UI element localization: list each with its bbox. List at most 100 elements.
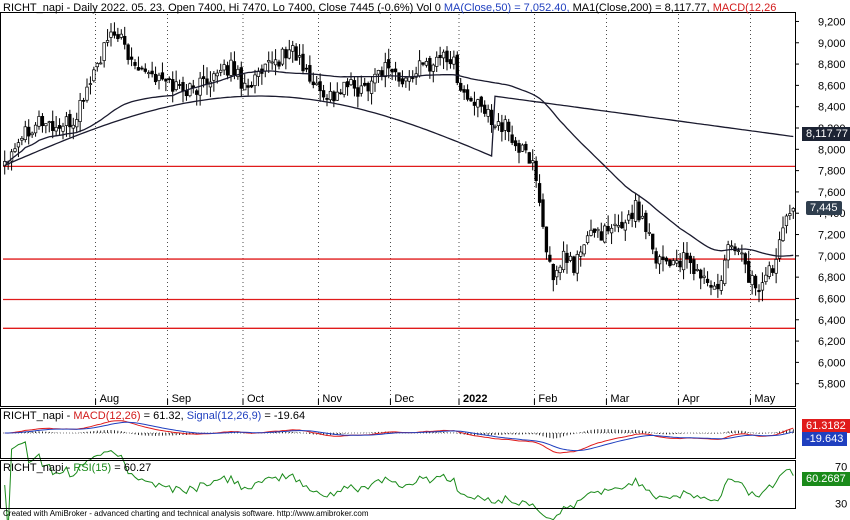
candle-body: [249, 84, 254, 88]
candle-body: [44, 123, 48, 127]
candle-body: [496, 121, 501, 127]
candle-body: [503, 119, 507, 131]
y-tick-label: 7,000: [818, 251, 846, 263]
candle-body: [181, 82, 185, 92]
candle-body: [537, 183, 542, 203]
candle-body: [277, 61, 281, 67]
candle-body: [445, 50, 449, 63]
y-tick-label: 8,000: [818, 144, 846, 156]
footer-credit: Created with AmiBroker - advanced charti…: [3, 509, 369, 518]
candle-body: [565, 252, 569, 263]
macd-panel: [3, 420, 795, 454]
candle-body: [774, 259, 778, 274]
candle-body: [572, 256, 576, 273]
candle-body: [729, 245, 734, 248]
candle-body: [784, 215, 789, 227]
y-tick-label: 7,200: [818, 230, 846, 242]
candle-body: [582, 244, 586, 255]
candle-body: [771, 268, 775, 273]
candle-body: [791, 208, 795, 212]
rsi-tick-label: 70: [835, 462, 847, 474]
candle-body: [616, 225, 621, 228]
candle-body: [541, 199, 545, 227]
candle-body: [609, 227, 614, 234]
candle-body: [369, 80, 374, 94]
candle-body: [520, 144, 525, 152]
candle-body: [431, 64, 435, 72]
candle-body: [119, 33, 123, 38]
candle-body: [335, 91, 339, 101]
candle-body: [20, 138, 24, 141]
candle-body: [627, 214, 631, 221]
rsi-value-tag: 60.2687: [802, 472, 850, 486]
candle-body: [205, 78, 209, 85]
candle-body: [599, 231, 603, 241]
candle-body: [640, 215, 645, 219]
x-tick-label: Oct: [247, 393, 264, 405]
candle-body: [140, 67, 144, 70]
rsi-value: = 60.27: [111, 462, 152, 474]
candle-body: [23, 126, 27, 140]
candle-body: [352, 80, 357, 89]
x-tick-label: Dec: [394, 393, 414, 405]
candle-body: [397, 72, 401, 82]
candle-body: [376, 70, 381, 75]
candle-body: [613, 223, 617, 226]
candle-body: [287, 49, 291, 59]
candle-body: [318, 81, 322, 92]
candle-body: [675, 260, 679, 264]
candle-body: [13, 148, 17, 152]
candle-body: [747, 260, 751, 283]
candle-body: [311, 81, 315, 86]
candle-body: [767, 265, 771, 277]
candle-body: [133, 62, 137, 66]
candle-body: [136, 67, 141, 71]
candle-body: [695, 268, 699, 271]
candle-body: [699, 269, 703, 279]
candle-body: [71, 124, 75, 129]
candle-body: [164, 78, 168, 82]
y-tick-label: 5,800: [818, 379, 846, 391]
candle-body: [671, 260, 675, 266]
x-tick-label: Sep: [172, 393, 192, 405]
candle-body: [229, 59, 233, 76]
rsi-symbol-label: RICHT_napi: [3, 462, 64, 474]
candle-body: [294, 46, 298, 61]
candle-body: [363, 82, 367, 86]
candle-body: [493, 125, 497, 128]
candle-body: [435, 56, 439, 67]
candle-body: [750, 275, 754, 286]
candle-body: [455, 54, 459, 84]
candle-body: [483, 104, 487, 114]
y-tick-label: 8,400: [818, 102, 846, 114]
candle-body: [129, 56, 134, 60]
candle-body: [383, 62, 387, 78]
symbol-label: RICHT_napi: [3, 2, 64, 14]
candle-body: [339, 92, 343, 95]
y-tick-label: 6,200: [818, 336, 846, 348]
candle-body: [105, 40, 110, 43]
y-tick-label: 9,200: [818, 16, 846, 28]
candle-body: [78, 100, 82, 122]
candle-body: [219, 69, 223, 73]
candle-body: [644, 212, 648, 232]
candle-body: [465, 89, 470, 100]
candle-body: [126, 44, 130, 60]
candle-body: [685, 252, 689, 260]
candle-body: [246, 85, 250, 88]
candle-body: [726, 244, 730, 261]
candle-body: [633, 200, 638, 222]
candle-body: [30, 132, 34, 136]
candle-body: [85, 86, 89, 101]
macd-panel-frame: [0, 408, 796, 459]
candle-body: [585, 235, 590, 243]
candle-body: [253, 74, 257, 86]
candle-body: [712, 285, 717, 290]
candle-body: [692, 259, 696, 275]
candle-body: [16, 142, 21, 148]
rsi-panel: [4, 441, 794, 520]
candle-body: [716, 283, 720, 290]
rsi-panel-frame: [0, 460, 796, 509]
candle-body: [606, 226, 610, 232]
